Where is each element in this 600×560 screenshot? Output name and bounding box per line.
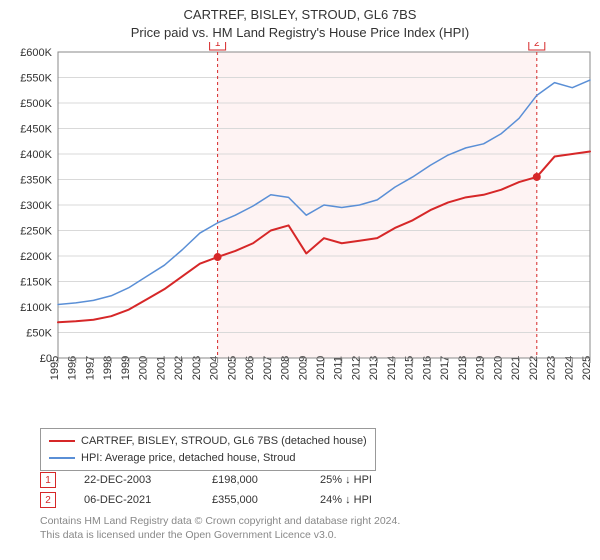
legend: CARTREF, BISLEY, STROUD, GL6 7BS (detach… <box>40 428 376 471</box>
svg-text:2015: 2015 <box>404 356 416 380</box>
sale-events-table: 1 22-DEC-2003 £198,000 25% ↓ HPI 2 06-DEC-202… <box>40 470 420 510</box>
event-date: 06-DEC-2021 <box>84 494 184 506</box>
svg-text:2012: 2012 <box>350 356 362 380</box>
svg-text:2009: 2009 <box>297 356 309 380</box>
svg-text:2020: 2020 <box>492 356 504 380</box>
legend-item: CARTREF, BISLEY, STROUD, GL6 7BS (detach… <box>49 433 367 450</box>
svg-text:2025: 2025 <box>581 356 593 380</box>
svg-text:£250K: £250K <box>20 226 52 238</box>
svg-text:2003: 2003 <box>191 356 203 380</box>
chart-svg: £0£50K£100K£150K£200K£250K£300K£350K£400… <box>0 42 600 420</box>
event-badge: 2 <box>40 492 56 508</box>
svg-text:2022: 2022 <box>528 356 540 380</box>
chart-area: £0£50K£100K£150K£200K£250K£300K£350K£400… <box>0 42 600 420</box>
footer-line-2: This data is licensed under the Open Gov… <box>40 528 400 542</box>
footer-line-1: Contains HM Land Registry data © Crown c… <box>40 514 400 528</box>
svg-text:1995: 1995 <box>49 356 61 380</box>
title-main: CARTREF, BISLEY, STROUD, GL6 7BS <box>0 6 600 24</box>
svg-text:2018: 2018 <box>457 356 469 380</box>
event-badge: 1 <box>40 472 56 488</box>
svg-text:2000: 2000 <box>138 356 150 380</box>
event-hpi-delta: 25% ↓ HPI <box>320 474 420 486</box>
svg-text:1: 1 <box>215 42 221 49</box>
svg-text:2013: 2013 <box>368 356 380 380</box>
svg-text:2001: 2001 <box>155 356 167 380</box>
svg-text:£200K: £200K <box>20 251 52 263</box>
svg-text:£150K: £150K <box>20 277 52 289</box>
svg-text:£600K: £600K <box>20 47 52 59</box>
svg-text:£300K: £300K <box>20 200 52 212</box>
svg-text:2010: 2010 <box>315 356 327 380</box>
svg-text:2014: 2014 <box>386 356 398 380</box>
legend-swatch <box>49 457 75 459</box>
figure-root: CARTREF, BISLEY, STROUD, GL6 7BS Price p… <box>0 0 600 560</box>
footer: Contains HM Land Registry data © Crown c… <box>40 514 400 542</box>
svg-text:2006: 2006 <box>244 356 256 380</box>
svg-text:2016: 2016 <box>421 356 433 380</box>
legend-label: CARTREF, BISLEY, STROUD, GL6 7BS (detach… <box>81 433 367 450</box>
svg-text:1998: 1998 <box>102 356 114 380</box>
legend-swatch <box>49 440 75 442</box>
legend-label: HPI: Average price, detached house, Stro… <box>81 450 295 467</box>
svg-text:£100K: £100K <box>20 302 52 314</box>
event-price: £355,000 <box>212 494 292 506</box>
svg-text:£350K: £350K <box>20 175 52 187</box>
svg-text:2011: 2011 <box>333 356 345 380</box>
svg-text:2004: 2004 <box>209 356 221 380</box>
svg-text:1997: 1997 <box>84 356 96 380</box>
svg-text:£550K: £550K <box>20 73 52 85</box>
svg-text:2017: 2017 <box>439 356 451 380</box>
event-hpi-delta: 24% ↓ HPI <box>320 494 420 506</box>
svg-text:2024: 2024 <box>563 356 575 380</box>
svg-text:£500K: £500K <box>20 98 52 110</box>
svg-text:2002: 2002 <box>173 356 185 380</box>
title-block: CARTREF, BISLEY, STROUD, GL6 7BS Price p… <box>0 0 600 41</box>
event-row: 2 06-DEC-2021 £355,000 24% ↓ HPI <box>40 490 420 510</box>
event-price: £198,000 <box>212 474 292 486</box>
svg-text:£400K: £400K <box>20 149 52 161</box>
svg-text:2019: 2019 <box>475 356 487 380</box>
event-row: 1 22-DEC-2003 £198,000 25% ↓ HPI <box>40 470 420 490</box>
svg-text:2008: 2008 <box>280 356 292 380</box>
svg-text:2: 2 <box>534 42 540 49</box>
svg-text:£450K: £450K <box>20 124 52 136</box>
svg-text:2023: 2023 <box>546 356 558 380</box>
title-sub: Price paid vs. HM Land Registry's House … <box>0 24 600 42</box>
legend-item: HPI: Average price, detached house, Stro… <box>49 450 367 467</box>
svg-text:£50K: £50K <box>26 328 52 340</box>
event-date: 22-DEC-2003 <box>84 474 184 486</box>
svg-text:1999: 1999 <box>120 356 132 380</box>
svg-text:2021: 2021 <box>510 356 522 380</box>
svg-text:1996: 1996 <box>67 356 79 380</box>
svg-text:2005: 2005 <box>226 356 238 380</box>
svg-text:2007: 2007 <box>262 356 274 380</box>
